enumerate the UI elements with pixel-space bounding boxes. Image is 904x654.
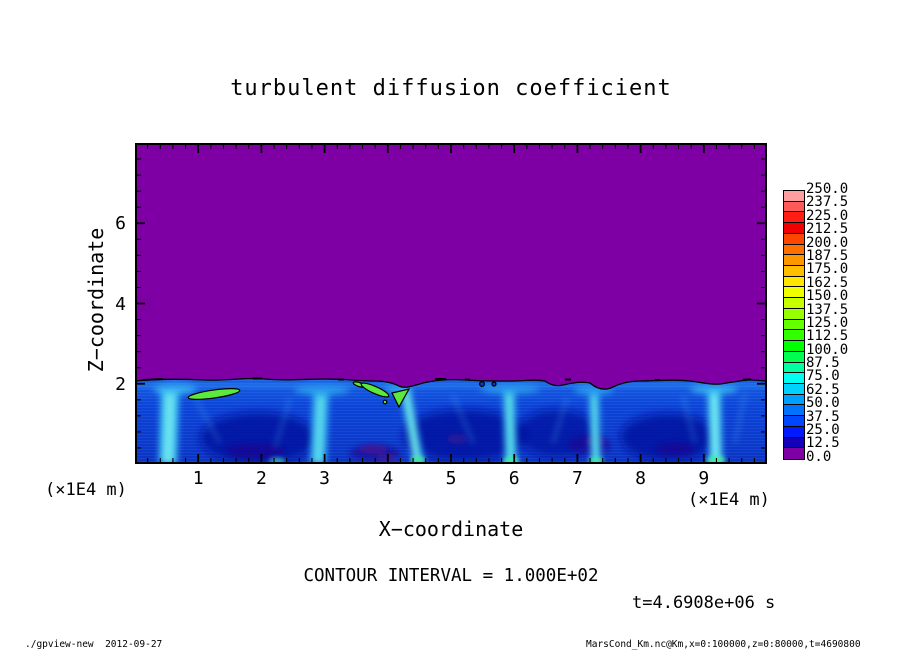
colorbar-cell xyxy=(784,341,804,352)
colorbar-cell xyxy=(784,351,804,363)
boundary-specks xyxy=(142,377,751,388)
colorbar-tick-label: 162.5 xyxy=(806,274,849,291)
y-axis-unit-label: (×1E4 m) xyxy=(45,480,127,500)
colorbar-cell xyxy=(784,201,804,213)
colorbar-tick-label: 150.0 xyxy=(806,288,849,305)
contour-interval-note: CONTOUR INTERVAL = 1.000E+02 xyxy=(303,566,599,586)
colorbar-tick-label: 87.5 xyxy=(806,355,840,372)
colorbar-cell xyxy=(784,233,804,245)
x-axis-title: X−coordinate xyxy=(378,517,524,541)
colorbar-cell xyxy=(784,330,804,342)
colorbar-labels: 250.0 237.5 225.0 212.5 200.0 187.5 175.0 162.5… xyxy=(806,181,866,465)
y-tick-label: 4 xyxy=(115,293,126,315)
x-tick-label: 8 xyxy=(635,468,647,489)
colorbar-cell xyxy=(784,191,804,202)
colorbar-tick-label: 0.0 xyxy=(806,448,832,465)
colorbar-cell xyxy=(784,373,804,384)
colorbar-tick-label: 37.5 xyxy=(806,408,840,425)
contour-line-z2 xyxy=(135,377,767,390)
boundary-layer-field xyxy=(135,375,767,464)
high-value-blobs xyxy=(187,381,411,409)
colorbar-cell xyxy=(784,383,804,395)
colorbar-tick-label: 200.0 xyxy=(806,234,849,251)
colorbar-tick-label: 12.5 xyxy=(806,435,840,452)
upper-zero-region xyxy=(135,143,767,390)
colorbar-cell xyxy=(784,298,804,309)
colorbar-tick-label: 25.0 xyxy=(806,422,840,439)
colorbar-cell xyxy=(784,437,804,449)
colorbar-tick-label: 50.0 xyxy=(806,395,840,412)
colorbar-cell xyxy=(784,362,804,374)
time-annotation: t=4.6908e+06 s xyxy=(632,593,776,613)
colorbar-tick-label: 225.0 xyxy=(806,207,849,224)
colorbar-cell xyxy=(784,255,804,267)
x-axis-unit-label: (×1E4 m) xyxy=(688,490,770,510)
plot-title: turbulent diffusion coefficient xyxy=(230,76,672,101)
colorbar-tick-label: 100.0 xyxy=(806,341,849,358)
colorbar-cell xyxy=(784,416,804,427)
colorbar-tick-label: 250.0 xyxy=(806,181,849,197)
colorbar-cell xyxy=(784,212,804,224)
x-tick-label: 6 xyxy=(508,468,520,489)
colorbar-tick-label: 187.5 xyxy=(806,247,849,264)
x-tick-label: 9 xyxy=(698,468,710,489)
footer-datasource: MarsCond_Km.nc@Km,x=0:100000,z=0:80000,t… xyxy=(586,639,861,650)
x-tick-label: 1 xyxy=(192,468,204,489)
plot-frame xyxy=(135,143,767,464)
colorbar-tick-label: 75.0 xyxy=(806,368,840,385)
y-axis-title: Z−coordinate xyxy=(84,227,108,373)
colorbar-tick-label: 137.5 xyxy=(806,301,849,318)
x-tick-label: 3 xyxy=(319,468,331,489)
colorbar-cell xyxy=(784,276,804,288)
colorbar-tick-label: 237.5 xyxy=(806,194,849,211)
y-tick-label: 2 xyxy=(115,373,126,395)
x-tick-label: 4 xyxy=(382,468,394,489)
contour-plot-canvas xyxy=(135,143,767,464)
y-tick-label: 6 xyxy=(115,213,126,235)
colorbar-cell xyxy=(784,448,804,459)
colorbar-cell xyxy=(784,405,804,417)
colorbar xyxy=(783,190,805,460)
axis-ticks xyxy=(137,145,765,462)
colorbar-tick-label: 212.5 xyxy=(806,221,849,238)
colorbar-cell xyxy=(784,319,804,331)
x-tick-label: 2 xyxy=(255,468,267,489)
colorbar-cell xyxy=(784,266,804,277)
colorbar-tick-label: 62.5 xyxy=(806,381,840,398)
colorbar-cell xyxy=(784,308,804,320)
colorbar-cell xyxy=(784,394,804,406)
x-tick-label: 5 xyxy=(445,468,457,489)
colorbar-cell xyxy=(784,223,804,234)
colorbar-tick-label: 112.5 xyxy=(806,328,849,345)
x-tick-label: 7 xyxy=(571,468,583,489)
colorbar-cell xyxy=(784,426,804,438)
colorbar-cell xyxy=(784,287,804,299)
colorbar-tick-label: 125.0 xyxy=(806,314,849,331)
colorbar-tick-label: 175.0 xyxy=(806,261,849,278)
colorbar-cell xyxy=(784,244,804,256)
footer-command: ./gpview-new 2012-09-27 xyxy=(25,639,163,650)
